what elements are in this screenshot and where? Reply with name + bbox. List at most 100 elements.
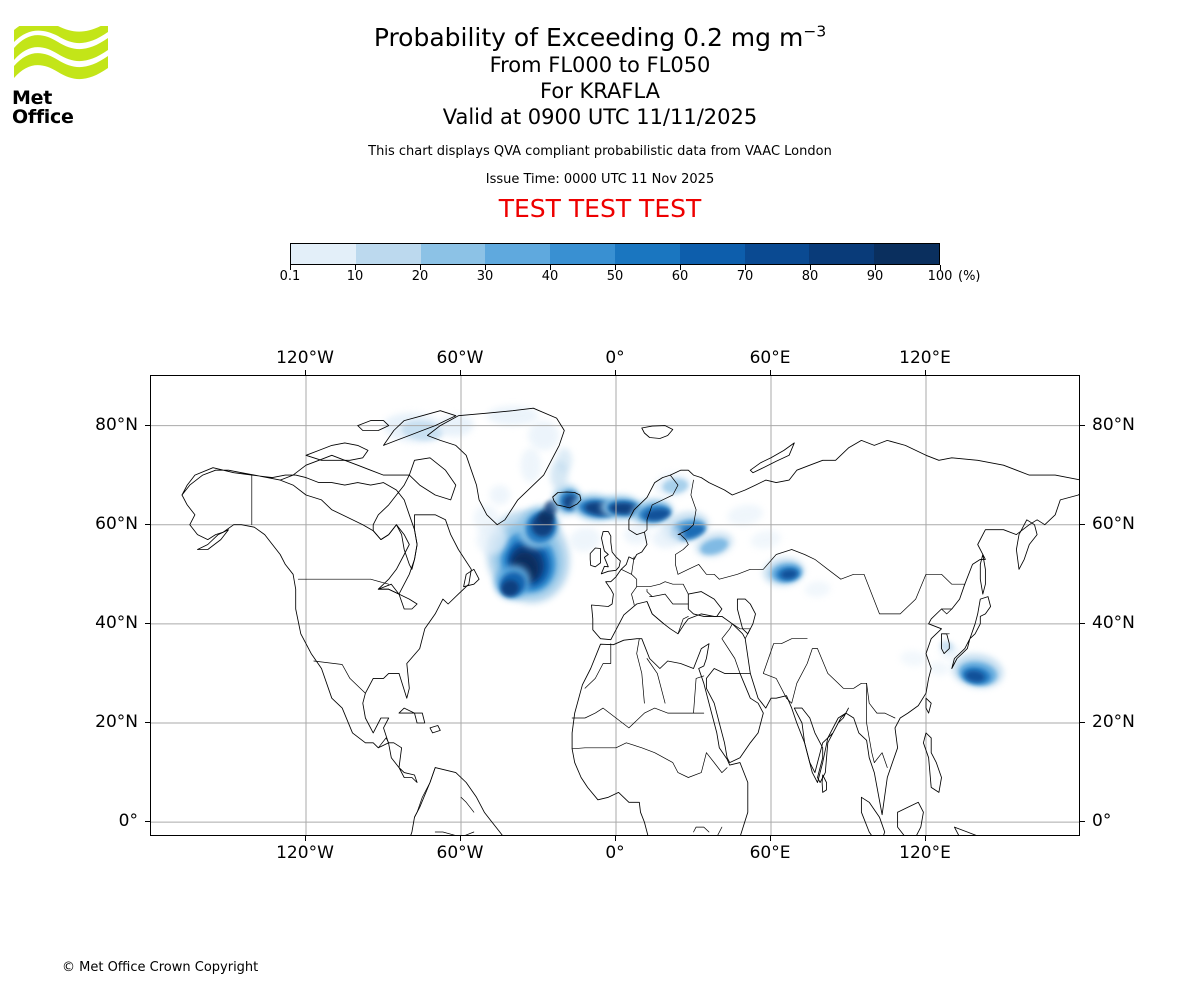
plume-blob — [780, 569, 798, 580]
colorbar-tick-label-2: 20 — [411, 269, 429, 284]
lat-label-left-1: 60°N — [95, 513, 138, 534]
border-37 — [693, 675, 705, 714]
coastline-9 — [793, 707, 849, 783]
lat-tickmark-0-1 — [145, 523, 150, 525]
border-5 — [620, 568, 638, 606]
border-12 — [664, 581, 689, 595]
lat-label-right-0: 80°N — [1092, 414, 1135, 435]
colorbar-segment-3 — [485, 244, 551, 264]
lon-label-top-3: 60°E — [749, 348, 791, 368]
coastline-11 — [979, 554, 986, 595]
lon-tickmark-bot-1 — [460, 836, 461, 841]
plume-blob — [652, 525, 684, 549]
colorbar-segment-9 — [874, 244, 939, 264]
plume-blob — [644, 509, 671, 521]
coastline-5 — [600, 531, 621, 575]
coastline-25 — [463, 568, 480, 588]
page-title-exponent: −3 — [803, 22, 827, 41]
coastline-29 — [953, 826, 977, 835]
plume-blob — [501, 580, 519, 597]
border-29 — [941, 608, 953, 615]
lon-label-bot-1: 60°W — [436, 843, 484, 863]
ash-plume-layer — [383, 405, 1004, 689]
border-23 — [786, 648, 818, 704]
border-28 — [840, 573, 966, 615]
colorbar-tick-6 — [680, 265, 681, 270]
logo-wave-2 — [14, 53, 108, 80]
coastline-21 — [305, 442, 369, 461]
ash-concentration-map: 120°W 120°W 60°W 60°W 0° 0° 60°E 60°E 120°E 120°E… — [95, 348, 1135, 863]
lon-label-bot-4: 120°E — [899, 843, 951, 863]
colorbar-tick-label-4: 40 — [541, 269, 559, 284]
coastline-22 — [383, 410, 457, 446]
lat-tickmark-1-4 — [1080, 821, 1085, 823]
coastline-33 — [429, 725, 441, 734]
coastline-18 — [181, 454, 418, 570]
page-title: Probability of Exceeding 0.2 mg m−3 — [0, 22, 1200, 52]
plume-blob — [804, 581, 831, 598]
colorbar-tick-label-0: 0.1 — [279, 269, 301, 284]
coastline-6 — [589, 547, 601, 568]
issue-time-label: Issue Time: 0000 UTC 11 Nov 2025 — [485, 171, 715, 187]
coastline-3 — [749, 442, 795, 474]
border-16 — [690, 479, 697, 526]
coastline-31 — [1015, 519, 1038, 570]
colorbar-segment-5 — [614, 244, 680, 264]
lon-label-bot-3: 60°E — [749, 843, 791, 863]
plume-blob — [473, 505, 500, 535]
plume-blob — [727, 504, 764, 526]
coastline-13 — [897, 801, 924, 835]
border-42 — [717, 826, 723, 835]
plume-blob — [928, 661, 950, 676]
border-4 — [377, 737, 390, 749]
border-25 — [866, 682, 896, 719]
valid-time-label: Valid at 0900 UTC 11/11/2025 — [442, 105, 758, 130]
colorbar-segment-8 — [809, 244, 875, 264]
lat-tickmark-0-3 — [145, 721, 150, 723]
border-20 — [721, 623, 751, 674]
logo-wave-3 — [14, 26, 108, 43]
border-31 — [571, 742, 707, 778]
lon-label-bot-2: 0° — [605, 843, 625, 863]
coastline-36 — [377, 583, 418, 610]
qva-note: This chart displays QVA compliant probab… — [368, 143, 832, 159]
lat-tickmark-0-0 — [145, 424, 150, 426]
border-2 — [370, 578, 390, 585]
coastlines — [181, 407, 1079, 835]
plume-blob — [489, 485, 511, 505]
colorbar-tick-0 — [290, 265, 291, 270]
colorbar-tick-labels: 0.1 10 20 30 40 50 60 70 80 90 100 — [280, 269, 953, 287]
lon-tickmark-bot-0 — [305, 836, 306, 841]
border-24 — [817, 648, 867, 689]
lat-label-right-4: 0° — [1092, 811, 1112, 832]
border-13 — [677, 564, 720, 580]
lon-label-top-2: 0° — [605, 348, 625, 368]
lat-label-right-1: 60°N — [1092, 513, 1135, 534]
lon-tickmark-top-0 — [305, 370, 306, 375]
border-8 — [646, 588, 689, 605]
lon-label-top-4: 120°E — [899, 348, 951, 368]
plume-blob — [900, 650, 926, 667]
border-43 — [414, 767, 436, 818]
border-45 — [434, 831, 475, 835]
copyright-notice: © Met Office Crown Copyright — [62, 960, 259, 975]
plume-blob — [750, 530, 782, 549]
logo-wave-1 — [14, 35, 108, 62]
coastline-19 — [181, 479, 472, 783]
colorbar-segment-0 — [291, 244, 356, 264]
colorbar-tick-4 — [550, 265, 551, 270]
lon-label-top-0: 120°W — [276, 348, 334, 368]
map-frame — [150, 375, 1080, 836]
border-26 — [866, 682, 875, 763]
colorbar-tick-9 — [875, 265, 876, 270]
border-7 — [636, 581, 666, 588]
coastline-4 — [591, 439, 1079, 816]
plume-blob — [965, 670, 985, 683]
lon-tickmark-bot-3 — [770, 836, 771, 841]
coastline-35 — [687, 591, 723, 617]
border-3 — [313, 660, 366, 694]
border-11 — [646, 601, 665, 625]
lat-label-left-2: 40°N — [95, 612, 138, 633]
colorbar-gradient — [290, 243, 940, 265]
coastline-2 — [641, 425, 674, 439]
